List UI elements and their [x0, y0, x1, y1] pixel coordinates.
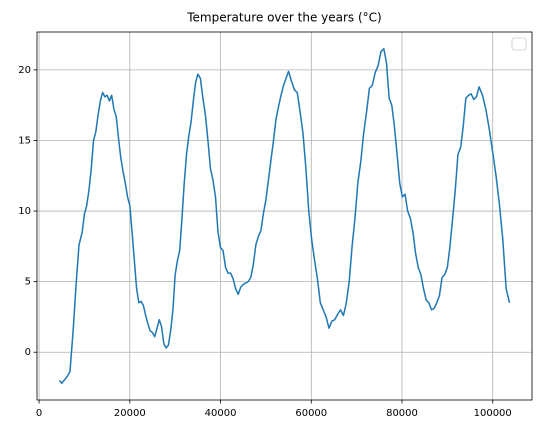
data-line	[58, 47, 511, 385]
y-tick-label: 10	[18, 206, 31, 217]
x-tick-label: 80000	[386, 408, 418, 419]
x-tick-label: 0	[36, 408, 42, 419]
x-tick-label: 100000	[474, 408, 512, 419]
y-tick-label: 5	[25, 277, 31, 288]
y-tick-label: 15	[18, 135, 31, 146]
chart-title: Temperature over the years (°C)	[186, 11, 382, 25]
x-tick-label: 40000	[205, 408, 237, 419]
plot-frame	[36, 31, 533, 401]
x-tick-label: 60000	[295, 408, 327, 419]
legend-box	[511, 37, 527, 51]
y-tick-label: 20	[18, 65, 31, 76]
x-tick-label: 20000	[114, 408, 146, 419]
y-tick-label: 0	[25, 347, 31, 358]
